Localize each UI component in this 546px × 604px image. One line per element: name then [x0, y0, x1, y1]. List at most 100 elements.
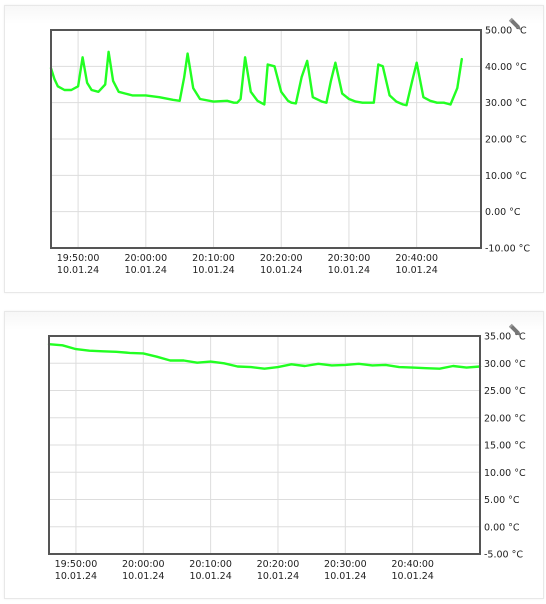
- temperature-data-point: [357, 362, 360, 365]
- temperature-data-point: [129, 352, 131, 354]
- temperature-data-point: [273, 65, 276, 68]
- x-tick-label: 20:00:00: [122, 559, 165, 570]
- temperature-data-point: [372, 101, 375, 104]
- temperature-data-point: [178, 100, 181, 102]
- temperature-data-point: [63, 89, 66, 91]
- temperature-data-point: [334, 61, 337, 64]
- y-tick-label: -10.00 °C: [485, 244, 530, 255]
- panel-header-bar: [5, 6, 543, 24]
- temperature-data-point: [405, 104, 408, 107]
- temperature-data-point: [90, 89, 93, 91]
- temperature-data-point: [300, 76, 303, 79]
- temperature-data-point: [88, 349, 91, 352]
- temperature-data-point: [330, 80, 332, 82]
- x-tick-label: 20:20:00: [257, 559, 300, 570]
- temperature-chart-bottom: 35.00 °C 30.00 °C 25.00 °C 20.00 °C 15.00 °C…: [47, 332, 526, 582]
- pencil-icon: [508, 323, 521, 336]
- temperature-data-point: [186, 52, 189, 55]
- temperature-data-point: [438, 367, 441, 370]
- temperature-data-point: [290, 101, 293, 104]
- temperature-data-point: [244, 56, 246, 59]
- y-tick-label: 40.00 °C: [485, 62, 527, 73]
- chart-panel-bottom: 35.00 °C 30.00 °C 25.00 °C 20.00 °C 15.00 °C…: [4, 311, 544, 599]
- temperature-data-point: [145, 94, 147, 97]
- temperature-data-point: [295, 102, 297, 105]
- y-tick-label: 15.00 °C: [484, 441, 526, 452]
- temperature-data-point: [354, 100, 357, 103]
- temperature-data-point: [280, 90, 283, 93]
- temperature-series-line: [49, 50, 463, 107]
- x-tick-date: 10.01.24: [192, 265, 234, 276]
- x-tick-date: 10.01.24: [324, 571, 366, 582]
- temperature-data-point: [249, 90, 252, 93]
- temperature-data-point: [209, 360, 212, 363]
- y-tick-label: 0.00 °C: [485, 207, 521, 218]
- pencil-icon: [508, 17, 521, 30]
- x-tick-date: 10.01.24: [55, 571, 97, 582]
- temperature-data-point: [223, 362, 225, 365]
- x-tick-date: 10.01.24: [260, 265, 302, 276]
- panel-header-bar: [5, 312, 543, 330]
- temperature-data-point: [239, 98, 242, 100]
- temperature-data-point: [104, 83, 106, 86]
- x-tick-label: 20:30:00: [324, 559, 367, 570]
- temperature-data-point: [436, 101, 438, 104]
- temperature-data-point: [107, 51, 110, 53]
- x-tick-label: 20:30:00: [328, 253, 371, 264]
- y-tick-label: 20.00 °C: [484, 413, 526, 424]
- temperature-data-point: [287, 100, 289, 102]
- temperature-data-point: [158, 96, 161, 99]
- edit-chart-button-bottom[interactable]: [507, 322, 525, 340]
- temperature-data-point: [317, 362, 320, 365]
- temperature-data-point: [263, 367, 266, 370]
- temperature-data-point: [199, 98, 201, 100]
- temperature-data-point: [142, 352, 145, 355]
- x-tick-label: 20:10:00: [192, 253, 235, 264]
- x-tick-date: 10.01.24: [392, 571, 434, 582]
- temperature-series-line: [47, 343, 482, 370]
- x-tick-label: 20:40:00: [391, 559, 434, 570]
- temperature-data-point: [461, 58, 463, 60]
- temperature-data-point: [236, 365, 239, 368]
- temperature-data-point: [263, 103, 266, 106]
- temperature-data-point: [425, 367, 427, 369]
- temperature-data-point: [236, 101, 239, 104]
- temperature-data-point: [97, 90, 100, 93]
- temperature-data-point: [368, 101, 371, 104]
- temperature-data-point: [456, 87, 459, 89]
- temperature-data-point: [102, 350, 104, 353]
- plot-frame: [48, 335, 481, 555]
- temperature-data-point: [233, 101, 235, 104]
- temperature-data-point: [196, 361, 198, 364]
- temperature-data-point: [256, 100, 259, 102]
- temperature-data-point: [304, 365, 306, 367]
- temperature-data-point: [169, 359, 172, 362]
- temperature-data-point: [56, 85, 59, 88]
- x-tick-label: 20:00:00: [124, 253, 167, 264]
- temperature-data-point: [81, 56, 84, 59]
- temperature-data-point: [226, 100, 228, 102]
- x-tick-date: 10.01.24: [396, 265, 438, 276]
- x-tick-label: 20:20:00: [260, 253, 303, 264]
- chart-panel-top: 50.00 °C 40.00 °C 30.00 °C 20.00 °C 10.00 °C…: [4, 5, 544, 293]
- temperature-data-point: [192, 87, 195, 89]
- temperature-data-point: [377, 63, 380, 66]
- plot-frame: [50, 29, 482, 249]
- y-tick-label: 10.00 °C: [485, 171, 527, 182]
- temperature-data-point: [182, 359, 185, 362]
- temperature-data-point: [411, 80, 413, 82]
- temperature-data-point: [290, 363, 293, 366]
- y-tick-label: 0.00 °C: [484, 522, 520, 533]
- x-tick-date: 10.01.24: [122, 571, 164, 582]
- temperature-data-point: [402, 103, 404, 106]
- temperature-data-point: [449, 103, 452, 106]
- temperature-data-point: [348, 98, 350, 100]
- edit-chart-button-top[interactable]: [507, 16, 525, 34]
- temperature-data-point: [361, 101, 364, 104]
- x-tick-label: 20:40:00: [395, 253, 438, 264]
- x-tick-date: 10.01.24: [57, 265, 99, 276]
- temperature-data-point: [422, 96, 425, 99]
- x-tick-date: 10.01.24: [328, 265, 370, 276]
- y-tick-label: 30.00 °C: [484, 359, 526, 370]
- temperature-data-point: [395, 100, 398, 103]
